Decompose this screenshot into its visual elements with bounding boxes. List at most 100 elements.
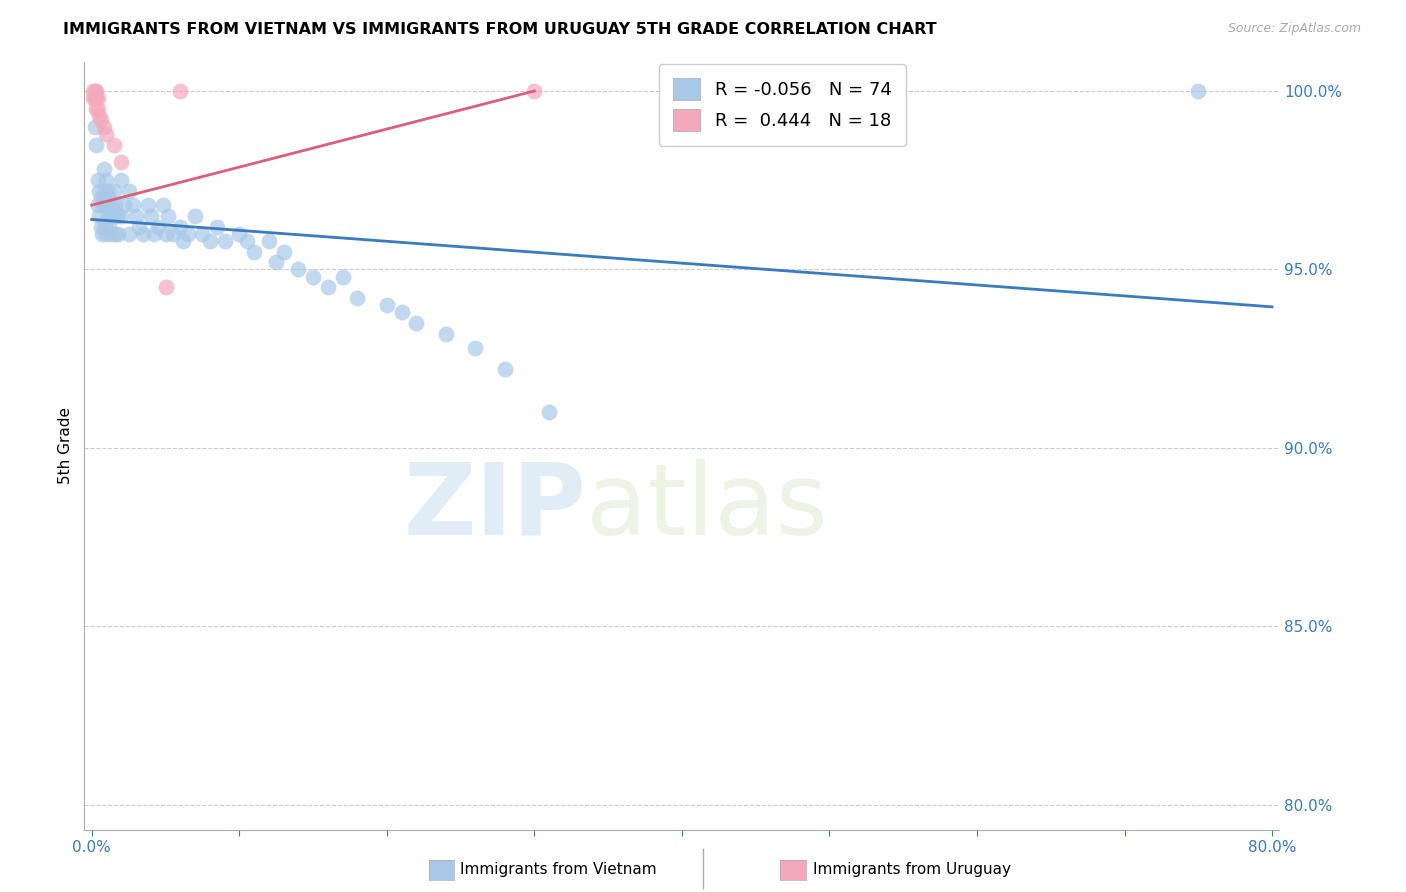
- Point: [316, 280, 339, 294]
- Text: ZIP: ZIP: [404, 458, 586, 556]
- Point: [273, 244, 295, 259]
- Y-axis label: 5th Grade: 5th Grade: [58, 408, 73, 484]
- Point: [375, 298, 398, 312]
- Point: [110, 155, 132, 169]
- Point: [110, 173, 132, 187]
- Point: [264, 255, 287, 269]
- Point: [93, 184, 115, 198]
- Point: [84, 91, 107, 105]
- Text: Immigrants from Uruguay: Immigrants from Uruguay: [813, 863, 1011, 877]
- Point: [169, 219, 191, 234]
- Point: [169, 84, 191, 98]
- Point: [405, 316, 427, 330]
- Point: [91, 198, 114, 212]
- Point: [83, 120, 105, 134]
- Point: [132, 227, 155, 241]
- Point: [139, 209, 162, 223]
- Point: [235, 234, 257, 248]
- Point: [107, 227, 129, 241]
- Point: [96, 198, 118, 212]
- Point: [90, 112, 112, 127]
- Point: [93, 162, 115, 177]
- Point: [98, 191, 121, 205]
- Point: [104, 198, 127, 212]
- Point: [98, 219, 121, 234]
- Point: [96, 127, 118, 141]
- Text: Source: ZipAtlas.com: Source: ZipAtlas.com: [1227, 22, 1361, 36]
- Point: [83, 84, 105, 98]
- Point: [90, 191, 112, 205]
- Point: [86, 198, 108, 212]
- Point: [97, 184, 120, 198]
- Point: [157, 209, 180, 223]
- Point: [87, 209, 110, 223]
- Point: [103, 137, 125, 152]
- Point: [257, 234, 280, 248]
- Point: [214, 234, 236, 248]
- Point: [538, 405, 561, 419]
- Point: [84, 84, 107, 98]
- Point: [93, 120, 115, 134]
- Point: [94, 198, 117, 212]
- Point: [346, 291, 368, 305]
- Point: [96, 173, 118, 187]
- Text: atlas: atlas: [586, 458, 828, 556]
- Point: [128, 219, 150, 234]
- Point: [464, 341, 486, 355]
- Point: [87, 184, 110, 198]
- Point: [155, 280, 177, 294]
- Point: [87, 109, 110, 123]
- Point: [86, 91, 108, 105]
- Point: [302, 269, 325, 284]
- Point: [434, 326, 457, 341]
- Point: [100, 198, 122, 212]
- Point: [97, 209, 120, 223]
- Point: [101, 209, 124, 223]
- Point: [84, 102, 107, 116]
- Point: [117, 227, 139, 241]
- Point: [105, 209, 128, 223]
- Point: [96, 227, 118, 241]
- Point: [287, 262, 309, 277]
- Point: [198, 234, 221, 248]
- Point: [332, 269, 354, 284]
- Text: IMMIGRANTS FROM VIETNAM VS IMMIGRANTS FROM URUGUAY 5TH GRADE CORRELATION CHART: IMMIGRANTS FROM VIETNAM VS IMMIGRANTS FR…: [63, 22, 936, 37]
- Point: [117, 184, 139, 198]
- Point: [94, 219, 117, 234]
- Point: [122, 198, 145, 212]
- Point: [82, 84, 104, 98]
- Point: [125, 209, 148, 223]
- Point: [90, 219, 112, 234]
- Point: [100, 227, 122, 241]
- Point: [184, 209, 207, 223]
- Point: [172, 234, 194, 248]
- Point: [146, 219, 169, 234]
- Point: [494, 362, 516, 376]
- Point: [391, 305, 413, 319]
- Point: [228, 227, 250, 241]
- Point: [1187, 84, 1209, 98]
- Point: [83, 91, 105, 105]
- Legend: R = -0.056   N = 74, R =  0.444   N = 18: R = -0.056 N = 74, R = 0.444 N = 18: [658, 64, 905, 145]
- Point: [162, 227, 184, 241]
- Point: [176, 227, 198, 241]
- Point: [103, 209, 125, 223]
- Point: [110, 209, 132, 223]
- Point: [112, 198, 135, 212]
- Point: [136, 198, 159, 212]
- Point: [152, 198, 174, 212]
- Point: [523, 84, 546, 98]
- Point: [86, 173, 108, 187]
- Point: [82, 91, 104, 105]
- Point: [205, 219, 228, 234]
- Point: [84, 137, 107, 152]
- Point: [91, 227, 114, 241]
- Point: [104, 227, 127, 241]
- Point: [142, 227, 165, 241]
- Text: Immigrants from Vietnam: Immigrants from Vietnam: [460, 863, 657, 877]
- Point: [103, 184, 125, 198]
- Point: [243, 244, 266, 259]
- Point: [86, 102, 108, 116]
- Point: [191, 227, 214, 241]
- Point: [155, 227, 177, 241]
